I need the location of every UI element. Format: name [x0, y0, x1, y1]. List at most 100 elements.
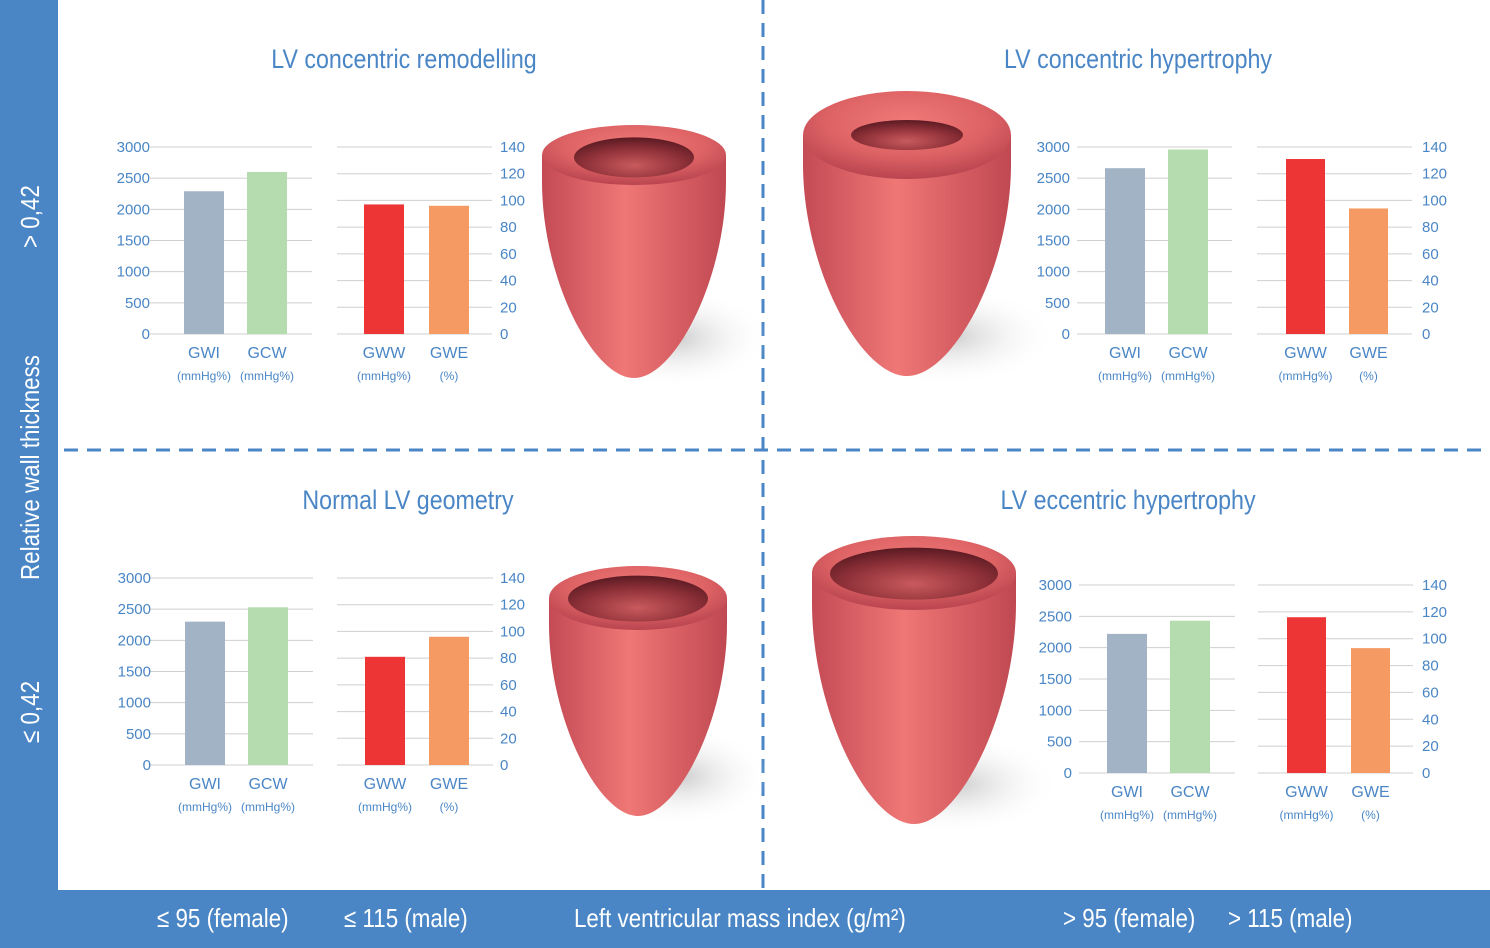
category-label: GWE	[1351, 784, 1389, 801]
chart-3-right: 0 20 40 60 80 100 120 140 GWW (mmHg%) GWE (%)	[1258, 577, 1447, 822]
category-label: GWW	[364, 776, 408, 793]
tick-label: 500	[125, 295, 150, 312]
unit-label: (%)	[1361, 808, 1380, 822]
tick-label: 20	[1422, 738, 1439, 755]
panel-title-eccentric-hypertrophy: LV eccentric hypertrophy	[1000, 485, 1256, 515]
chart-1-left: 0 500 1000 1500 2000 2500 3000 GWI (mmHg%) GCW (mm…	[1037, 139, 1232, 383]
tick-label: 0	[1422, 765, 1430, 782]
tick-label: 1500	[1039, 671, 1072, 688]
bar-charts: 050010001500200025003000GWI(mmHg%)GCW(mm…	[117, 139, 1447, 822]
tick-label: 60	[500, 677, 517, 694]
category-label: GWW	[363, 345, 407, 362]
category-label: GCW	[1168, 345, 1208, 362]
chart-1-right: 0 20 40 60 80 100 120 140 GWW (mmHg%) GWE (%)	[1257, 139, 1447, 383]
tick-label: 120	[500, 166, 525, 183]
tick-label: 0	[1062, 326, 1070, 343]
tick-label: 0	[500, 757, 508, 774]
tick-label: 20	[500, 299, 517, 316]
tick-label: 3000	[1037, 139, 1070, 156]
heart-illustrations	[542, 91, 1062, 834]
bar-gwe	[1349, 208, 1388, 334]
tick-label: 3000	[1039, 577, 1072, 594]
x-left-male-label: ≤ 115 (male)	[344, 903, 468, 933]
tick-label: 80	[500, 650, 517, 667]
tick-label: 20	[1422, 299, 1439, 316]
tick-label: 120	[1422, 166, 1447, 183]
heart-illustration	[542, 125, 771, 388]
category-label: GWI	[1109, 345, 1141, 362]
category-label: GCW	[248, 776, 288, 793]
unit-label: (mmHg%)	[177, 369, 231, 383]
tick-label: 80	[1422, 219, 1439, 236]
bar-gcw	[1168, 149, 1208, 334]
tick-label: 100	[500, 192, 525, 209]
tick-label: 100	[500, 623, 525, 640]
tick-label: 1000	[118, 695, 151, 712]
heart-illustration	[812, 536, 1062, 834]
chart-canvas: 050010001500200025003000GWI(mmHg%)GCW(mm…	[64, 0, 1490, 888]
tick-label: 1500	[118, 664, 151, 681]
tick-label: 140	[1422, 139, 1447, 156]
bar-gwi	[1105, 168, 1145, 334]
unit-label: (mmHg%)	[241, 800, 295, 814]
tick-label: 140	[1422, 577, 1447, 594]
unit-label: (mmHg%)	[178, 800, 232, 814]
unit-label: (mmHg%)	[1163, 808, 1217, 822]
bar-gww	[365, 656, 405, 765]
tick-label: 3000	[118, 570, 151, 587]
unit-label: (mmHg%)	[1279, 369, 1333, 383]
unit-label: (mmHg%)	[358, 800, 412, 814]
tick-label: 100	[1422, 631, 1447, 648]
bottom-axis-band	[0, 890, 1490, 948]
bar-gwe	[429, 636, 469, 765]
bar-gwi	[1107, 633, 1147, 773]
tick-label: 500	[1047, 734, 1072, 751]
bar-gww	[364, 204, 404, 334]
category-label: GWE	[430, 776, 468, 793]
unit-label: (%)	[440, 369, 459, 383]
tick-label: 500	[126, 726, 151, 743]
category-label: GWW	[1284, 345, 1328, 362]
unit-label: (mmHg%)	[1098, 369, 1152, 383]
tick-label: 2000	[117, 201, 150, 218]
tick-label: 1000	[117, 264, 150, 281]
bar-gww	[1287, 617, 1326, 773]
category-label: GWI	[189, 776, 221, 793]
bar-gcw	[248, 607, 288, 765]
tick-label: 2500	[118, 601, 151, 618]
unit-label: (mmHg%)	[357, 369, 411, 383]
panel-title-normal-geometry: Normal LV geometry	[302, 485, 514, 515]
bar-gcw	[1170, 620, 1210, 773]
tick-label: 80	[500, 219, 517, 236]
chart-0-left: 0 500 1000 1500 2000 2500 3000 GWI (mmHg%) GCW (mm…	[117, 139, 312, 383]
tick-label: 100	[1422, 192, 1447, 209]
bar-gwi	[184, 191, 224, 334]
chart-2-right: 0 20 40 60 80 100 120 140 GWW (mmHg%) GWE (%)	[337, 570, 525, 814]
tick-label: 2000	[1039, 640, 1072, 657]
tick-label: 120	[1422, 604, 1447, 621]
tick-label: 1500	[1037, 233, 1070, 250]
tick-label: 40	[500, 273, 517, 290]
tick-label: 0	[143, 757, 151, 774]
category-label: GWW	[1285, 784, 1329, 801]
unit-label: (mmHg%)	[240, 369, 294, 383]
tick-label: 2500	[117, 170, 150, 187]
tick-label: 3000	[117, 139, 150, 156]
chart-2-left: 0 500 1000 1500 2000 2500 3000 GWI (mmHg%) GCW (mm…	[118, 570, 313, 814]
bar-gcw	[247, 171, 287, 334]
bar-gwi	[185, 621, 225, 765]
unit-label: (%)	[1359, 369, 1378, 383]
tick-label: 60	[1422, 246, 1439, 263]
x-left-female-label: ≤ 95 (female)	[157, 903, 289, 933]
chart-3-left: 0 500 1000 1500 2000 2500 3000 GWI (mmHg%) GCW (mm…	[1039, 577, 1235, 822]
unit-label: (%)	[440, 800, 459, 814]
unit-label: (mmHg%)	[1280, 808, 1334, 822]
panel-title-concentric-remodelling: LV concentric remodelling	[271, 44, 537, 74]
heart-illustration	[803, 91, 1057, 386]
x-right-female-label: > 95 (female)	[1063, 903, 1196, 933]
category-label: GWE	[430, 345, 468, 362]
tick-label: 40	[1422, 711, 1439, 728]
bar-gww	[1286, 159, 1325, 334]
tick-label: 1000	[1037, 264, 1070, 281]
bar-gwe	[429, 205, 469, 334]
